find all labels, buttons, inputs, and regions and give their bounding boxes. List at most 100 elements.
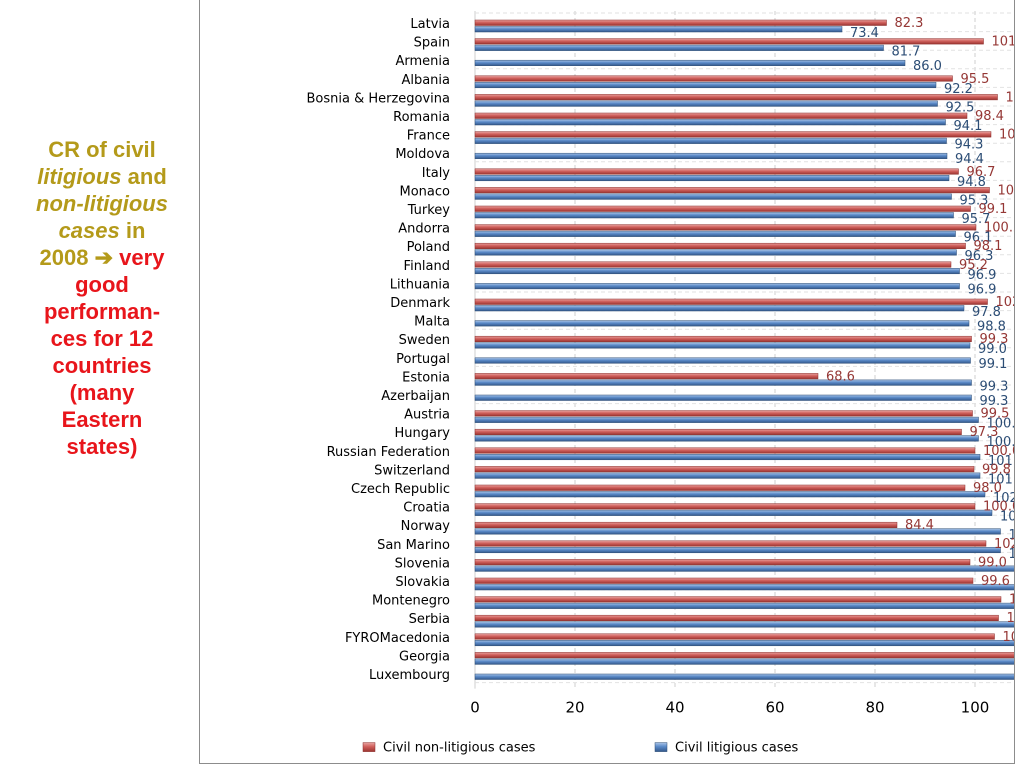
- category-label: Lithuania: [390, 277, 450, 292]
- data-label-litigious: 94.8: [957, 175, 986, 190]
- data-label-non-litigious: 104.7: [1007, 611, 1015, 626]
- caption-non-litigious: non-litigious: [36, 191, 168, 216]
- bar-litigious: [474, 137, 947, 144]
- data-label-litigious: 99.3: [980, 379, 1009, 394]
- data-label-non-litigious: 95.2: [959, 258, 988, 273]
- bar-litigious: [474, 305, 965, 312]
- bar-litigious: [474, 528, 1001, 535]
- category-label: Norway: [401, 519, 451, 534]
- data-label-non-litigious: 98.0: [973, 481, 1002, 496]
- bar-chart: 82.373.4101.781.786.095.592.2104.592.598…: [306, 11, 1024, 756]
- data-label-litigious: 94.1: [954, 119, 983, 134]
- category-label: Spain: [414, 36, 450, 51]
- bar-litigious: [474, 100, 938, 107]
- data-label-non-litigious: 101.7: [992, 35, 1015, 50]
- bar-litigious: [474, 472, 981, 479]
- caption-cases: cases: [58, 218, 120, 243]
- category-label: Luxembourg: [369, 668, 450, 683]
- caption-year: 2008: [39, 245, 89, 270]
- bar-non-litigious: [474, 261, 952, 268]
- category-label: Finland: [404, 259, 450, 274]
- bar-non-litigious: [474, 466, 975, 473]
- bar-litigious: [474, 342, 971, 349]
- bar-non-litigious: [474, 521, 898, 528]
- bar-non-litigious: [474, 503, 976, 510]
- bar-litigious: [474, 230, 956, 237]
- legend-swatch-non-litigious: [362, 742, 376, 752]
- bar-litigious: [474, 119, 946, 126]
- chart-frame: 82.373.4101.781.786.095.592.2104.592.598…: [199, 0, 1024, 764]
- bar-litigious: [474, 320, 970, 327]
- bar-litigious: [474, 454, 981, 461]
- category-label: Sweden: [399, 333, 450, 348]
- category-label: Denmark: [390, 296, 450, 311]
- category-label: Poland: [407, 240, 450, 255]
- bar-litigious: [474, 547, 1001, 554]
- category-label: Estonia: [402, 370, 450, 385]
- bar-non-litigious: [474, 410, 973, 417]
- caption-many: (many: [69, 380, 135, 405]
- data-label-litigious: 97.8: [972, 305, 1001, 320]
- bar-litigious: [474, 565, 1017, 572]
- data-label-litigious: 103.4: [1000, 510, 1014, 525]
- bar-non-litigious: [474, 94, 998, 101]
- legend: Civil non-litigious cases Civil litigious…: [362, 741, 799, 756]
- category-label: Turkey: [407, 203, 451, 218]
- data-label-litigious: 94.4: [955, 152, 984, 167]
- category-label: Armenia: [396, 54, 451, 69]
- bar-litigious: [474, 621, 1024, 628]
- data-label-non-litigious: 100.0: [983, 444, 1014, 459]
- bar-non-litigious: [474, 335, 972, 342]
- data-label-litigious: 73.4: [850, 26, 879, 41]
- category-label: Russian Federation: [327, 445, 450, 460]
- bar-litigious: [474, 416, 979, 423]
- bar-non-litigious: [474, 131, 992, 138]
- data-label-non-litigious: 99.1: [979, 202, 1008, 217]
- caption-countries: countries: [52, 353, 152, 378]
- caption-very: very: [113, 245, 165, 270]
- category-label: San Marino: [377, 538, 450, 553]
- bar-litigious: [474, 212, 954, 219]
- data-label-non-litigious: 100.0: [983, 500, 1014, 515]
- data-label-litigious: 99.3: [980, 394, 1009, 409]
- x-tick-label: 80: [865, 699, 884, 717]
- data-label-litigious: 81.7: [892, 45, 921, 60]
- category-label: Slovakia: [395, 575, 450, 590]
- data-label-non-litigious: 98.1: [974, 239, 1003, 254]
- category-label: Latvia: [410, 17, 450, 32]
- category-label: Moldova: [395, 147, 450, 162]
- caption-in: in: [119, 218, 146, 243]
- legend-swatch-litigious: [654, 742, 668, 752]
- bar-litigious: [474, 59, 906, 66]
- data-label-non-litigious: 99.0: [978, 555, 1007, 570]
- data-label-litigious: 98.8: [977, 320, 1006, 335]
- arrow-icon: ➔: [94, 245, 114, 270]
- category-label: Georgia: [399, 649, 450, 664]
- bar-non-litigious: [474, 447, 976, 454]
- data-label-non-litigious: 102.9: [998, 183, 1015, 198]
- bar-non-litigious: [474, 224, 977, 231]
- data-label-litigious: 99.1: [979, 357, 1008, 372]
- bar-litigious: [474, 268, 960, 275]
- data-label-non-litigious: 100.2: [984, 221, 1014, 236]
- x-tick-label: 0: [470, 699, 480, 717]
- data-label-non-litigious: 68.6: [826, 369, 855, 384]
- data-label-litigious: 96.9: [968, 268, 997, 283]
- bar-non-litigious: [474, 38, 984, 45]
- data-label-non-litigious: 99.6: [981, 574, 1010, 589]
- bar-non-litigious: [474, 633, 995, 640]
- bar-non-litigious: [474, 596, 1002, 603]
- category-label: France: [407, 129, 450, 144]
- data-label-litigious: 105.1: [1009, 547, 1015, 562]
- legend-label-litigious: Civil litigious cases: [675, 741, 799, 756]
- bar-non-litigious: [474, 75, 953, 82]
- bar-litigious: [474, 658, 1024, 665]
- bar-non-litigious: [474, 484, 966, 491]
- data-label-non-litigious: 84.4: [905, 518, 934, 533]
- bar-litigious: [474, 175, 950, 182]
- x-tick-label: 40: [665, 699, 684, 717]
- category-label: Hungary: [394, 426, 450, 441]
- bar-litigious: [474, 249, 957, 256]
- bar-non-litigious: [474, 577, 974, 584]
- category-label: Czech Republic: [351, 482, 450, 497]
